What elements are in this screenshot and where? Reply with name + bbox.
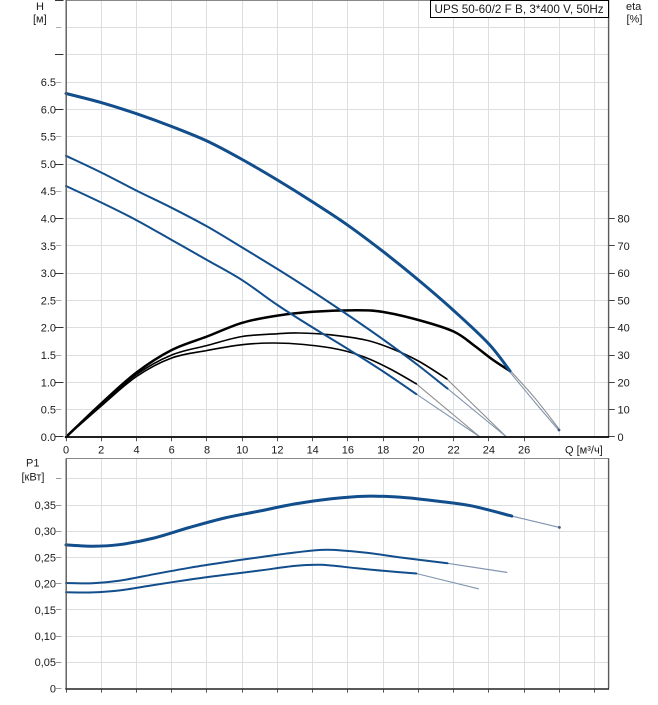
svg-text:10: 10 <box>236 445 248 457</box>
svg-text:30: 30 <box>618 350 630 362</box>
svg-text:50: 50 <box>618 295 630 307</box>
svg-text:12: 12 <box>271 445 283 457</box>
svg-text:[%]: [%] <box>627 14 643 26</box>
svg-text:eta: eta <box>626 1 642 13</box>
svg-text:0,15: 0,15 <box>35 605 56 617</box>
svg-text:2: 2 <box>98 445 104 457</box>
svg-text:0,05: 0,05 <box>35 657 56 669</box>
svg-text:4: 4 <box>133 445 139 457</box>
svg-text:5.0: 5.0 <box>41 159 56 171</box>
svg-text:0: 0 <box>50 683 56 695</box>
svg-text:3.5: 3.5 <box>41 241 56 253</box>
svg-text:2.5: 2.5 <box>41 295 56 307</box>
svg-text:3.0: 3.0 <box>41 268 56 280</box>
svg-text:6: 6 <box>169 445 175 457</box>
svg-text:UPS 50-60/2 F B, 3*400 V, 50Hz: UPS 50-60/2 F B, 3*400 V, 50Hz <box>435 3 604 16</box>
svg-text:16: 16 <box>342 445 354 457</box>
svg-text:10: 10 <box>618 405 630 417</box>
svg-text:H: H <box>36 1 44 13</box>
svg-text:0,30: 0,30 <box>35 526 56 538</box>
svg-text:6.5: 6.5 <box>41 77 56 89</box>
svg-text:0.0: 0.0 <box>41 432 56 444</box>
svg-text:5.5: 5.5 <box>41 132 56 144</box>
svg-text:P1: P1 <box>26 458 39 470</box>
svg-text:8: 8 <box>204 445 210 457</box>
svg-text:[м]: [м] <box>33 14 47 26</box>
svg-text:0,10: 0,10 <box>35 631 56 643</box>
svg-text:0: 0 <box>63 445 69 457</box>
svg-text:18: 18 <box>377 445 389 457</box>
svg-text:14: 14 <box>307 445 319 457</box>
svg-text:4.5: 4.5 <box>41 186 56 198</box>
svg-text:24: 24 <box>483 445 495 457</box>
svg-text:1.0: 1.0 <box>41 377 56 389</box>
svg-text:4.0: 4.0 <box>41 214 56 226</box>
svg-text:Q [м³/ч]: Q [м³/ч] <box>565 445 603 457</box>
svg-text:6.0: 6.0 <box>41 104 56 116</box>
svg-text:80: 80 <box>618 214 630 226</box>
svg-text:60: 60 <box>618 268 630 280</box>
svg-text:0,20: 0,20 <box>35 579 56 591</box>
svg-text:[кВт]: [кВт] <box>22 472 45 484</box>
svg-text:70: 70 <box>618 241 630 253</box>
svg-text:40: 40 <box>618 323 630 335</box>
svg-text:0,35: 0,35 <box>35 500 56 512</box>
svg-text:22: 22 <box>447 445 459 457</box>
svg-text:20: 20 <box>618 377 630 389</box>
svg-text:0,25: 0,25 <box>35 552 56 564</box>
svg-text:1.5: 1.5 <box>41 350 56 362</box>
svg-text:26: 26 <box>518 445 530 457</box>
svg-text:0: 0 <box>618 432 624 444</box>
svg-text:2.0: 2.0 <box>41 323 56 335</box>
svg-text:20: 20 <box>412 445 424 457</box>
svg-text:0.5: 0.5 <box>41 405 56 417</box>
